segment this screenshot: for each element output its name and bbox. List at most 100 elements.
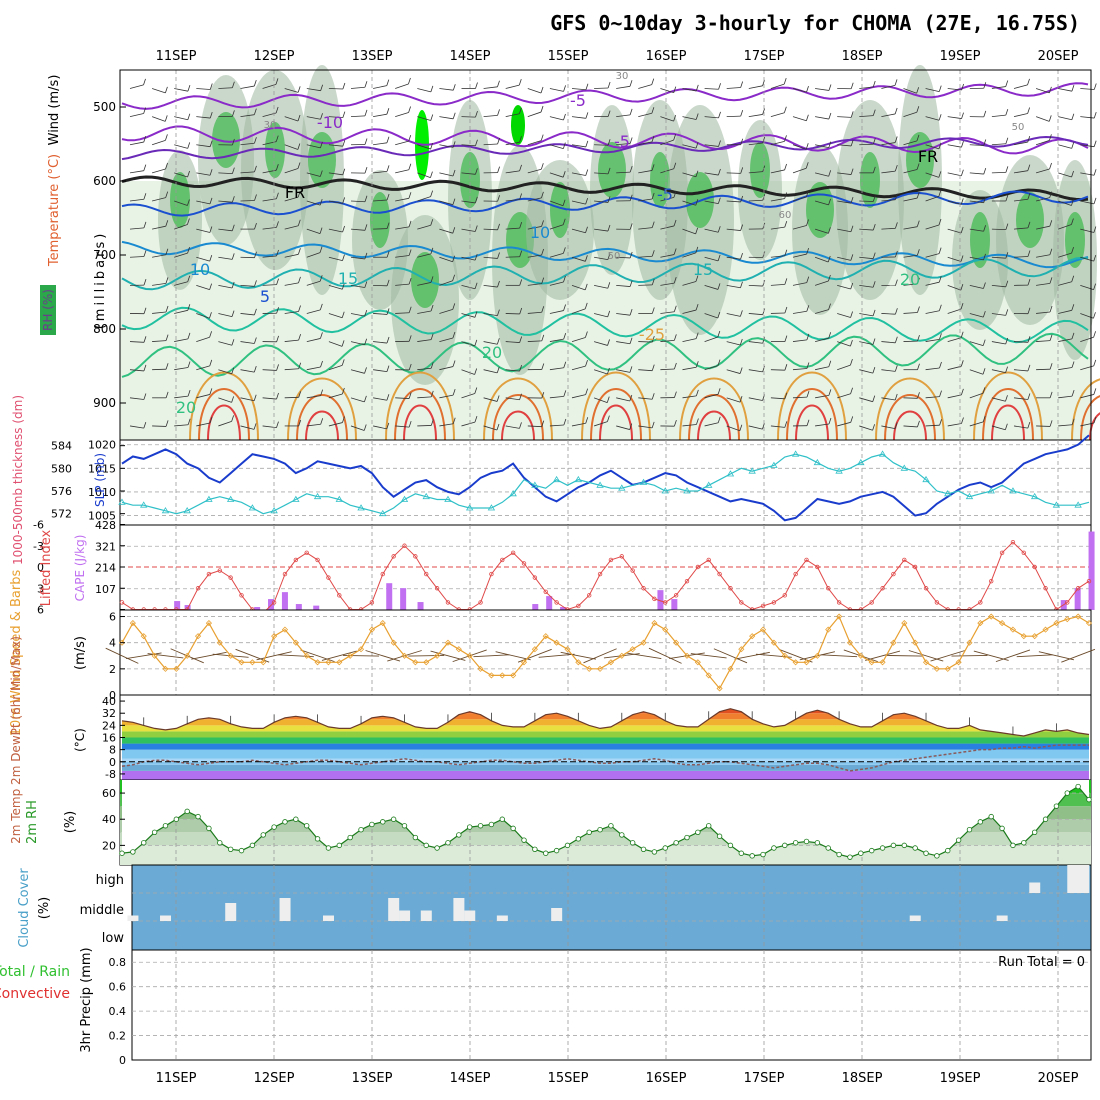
wind-barb [527, 425, 542, 428]
wind-barb [704, 200, 719, 205]
wind-barb [527, 88, 542, 94]
thickness-marker [205, 495, 213, 502]
wind10m-point [792, 659, 799, 666]
li-point [543, 589, 548, 594]
wind-barb-flag [894, 422, 898, 429]
wind-barb-flag [584, 302, 588, 310]
wind10m-point [510, 672, 517, 679]
wind-barb [152, 311, 167, 314]
wind10m-point [520, 659, 528, 666]
rh2m-point [162, 823, 169, 829]
wind-barb [196, 228, 210, 233]
wind-barb [881, 199, 896, 202]
wind10m-barb [713, 648, 748, 664]
wind-barb-flag [806, 190, 809, 198]
wind10m-barb [690, 653, 727, 659]
wind-barb-flag [430, 171, 433, 178]
thickness-marker [770, 461, 778, 468]
wind-barb-flag [938, 190, 942, 197]
thickness-marker [726, 470, 735, 477]
wind-barb-flag [651, 364, 655, 371]
li-point [641, 586, 646, 591]
temp-contour [121, 306, 1089, 344]
wind-barb-flag [651, 221, 655, 228]
rh2m-point [564, 842, 571, 849]
warm-loop [884, 394, 936, 441]
tick-label: 0 [37, 561, 44, 574]
wind-barb-flag [828, 274, 831, 282]
wind-barb [571, 144, 586, 148]
wind-barb-flag [982, 387, 986, 394]
wind-barb-flag [673, 86, 677, 93]
wind-barb [947, 308, 962, 314]
wind-barb-flag [320, 84, 324, 91]
warm-loop [786, 388, 838, 441]
wind-barb-flag [540, 134, 544, 141]
wind-barb-flag [1071, 275, 1075, 282]
thickness-marker [965, 492, 974, 500]
wind-barb [704, 172, 719, 176]
wind10m-point [238, 659, 245, 666]
wind-barb-flag [983, 282, 986, 289]
wind-barb-flag [673, 115, 677, 122]
wind-barb [505, 227, 520, 230]
wind-barb-flag [806, 276, 810, 283]
wind-barb-flag [475, 139, 478, 146]
wind-barb-flag [784, 135, 787, 142]
wind-barb [174, 172, 188, 178]
wind-barb [881, 170, 896, 174]
wind-barb-flag [872, 395, 876, 402]
slp-ylabel-thk: 1000-500mb thickness (dm) [11, 395, 25, 565]
wind-barb [770, 397, 785, 400]
tick-label-right: 1010 [88, 486, 116, 499]
wind-barb-flag [938, 142, 942, 149]
wind-barb-flag [960, 198, 964, 205]
wind-barb-flag [298, 419, 302, 427]
wind-barb [704, 228, 719, 233]
wind-barb-flag [1071, 304, 1075, 311]
wind-barb-flag [364, 109, 368, 117]
contour-label: FR [918, 147, 938, 166]
wind-barb [1080, 394, 1094, 399]
wind-barb-flag [1005, 395, 1008, 402]
wind-barb-flag [320, 389, 324, 396]
wind-barb-flag [562, 199, 566, 206]
wind-barb-flag [164, 115, 168, 122]
wind-barb-flag [629, 309, 633, 316]
wind-barb-flag [297, 143, 301, 150]
wind-barb-flag [187, 275, 191, 282]
wind-barb [792, 225, 807, 230]
wind-barb-flag [364, 166, 368, 174]
wind-barb [792, 144, 807, 150]
wind10m-point [129, 620, 136, 627]
wind-barb-flag [232, 138, 235, 146]
wind-barb [549, 338, 564, 342]
warm-loop [777, 371, 847, 441]
wind-barb-flag [1027, 135, 1031, 143]
wind10m-point [260, 659, 267, 666]
wind-barb-flag [828, 417, 832, 425]
rh2m-point [499, 816, 505, 822]
wind-barb [262, 255, 277, 258]
li-point [424, 571, 429, 577]
wind-barb-flag [541, 248, 545, 256]
wind-barb [151, 168, 166, 174]
temp-contour [121, 332, 1089, 378]
wind-barb-flag [386, 108, 390, 115]
wind-barb [815, 88, 830, 91]
rh2m-point [934, 853, 940, 859]
wind-barb [1013, 256, 1029, 258]
wind-barb-flag [717, 416, 721, 423]
rh2m-point [369, 821, 375, 828]
wind-barb-flag [363, 424, 367, 431]
precip-grid [132, 950, 1091, 1060]
wind-barb-flag [607, 224, 611, 232]
wind-barb-flag [784, 249, 788, 256]
cloud-tick-label: low [102, 931, 125, 946]
wind-barb [903, 254, 918, 258]
wind-barb [461, 393, 475, 399]
wind10m-point [118, 639, 126, 646]
wind-barb [196, 144, 211, 148]
wind-barb-flag [319, 170, 323, 177]
